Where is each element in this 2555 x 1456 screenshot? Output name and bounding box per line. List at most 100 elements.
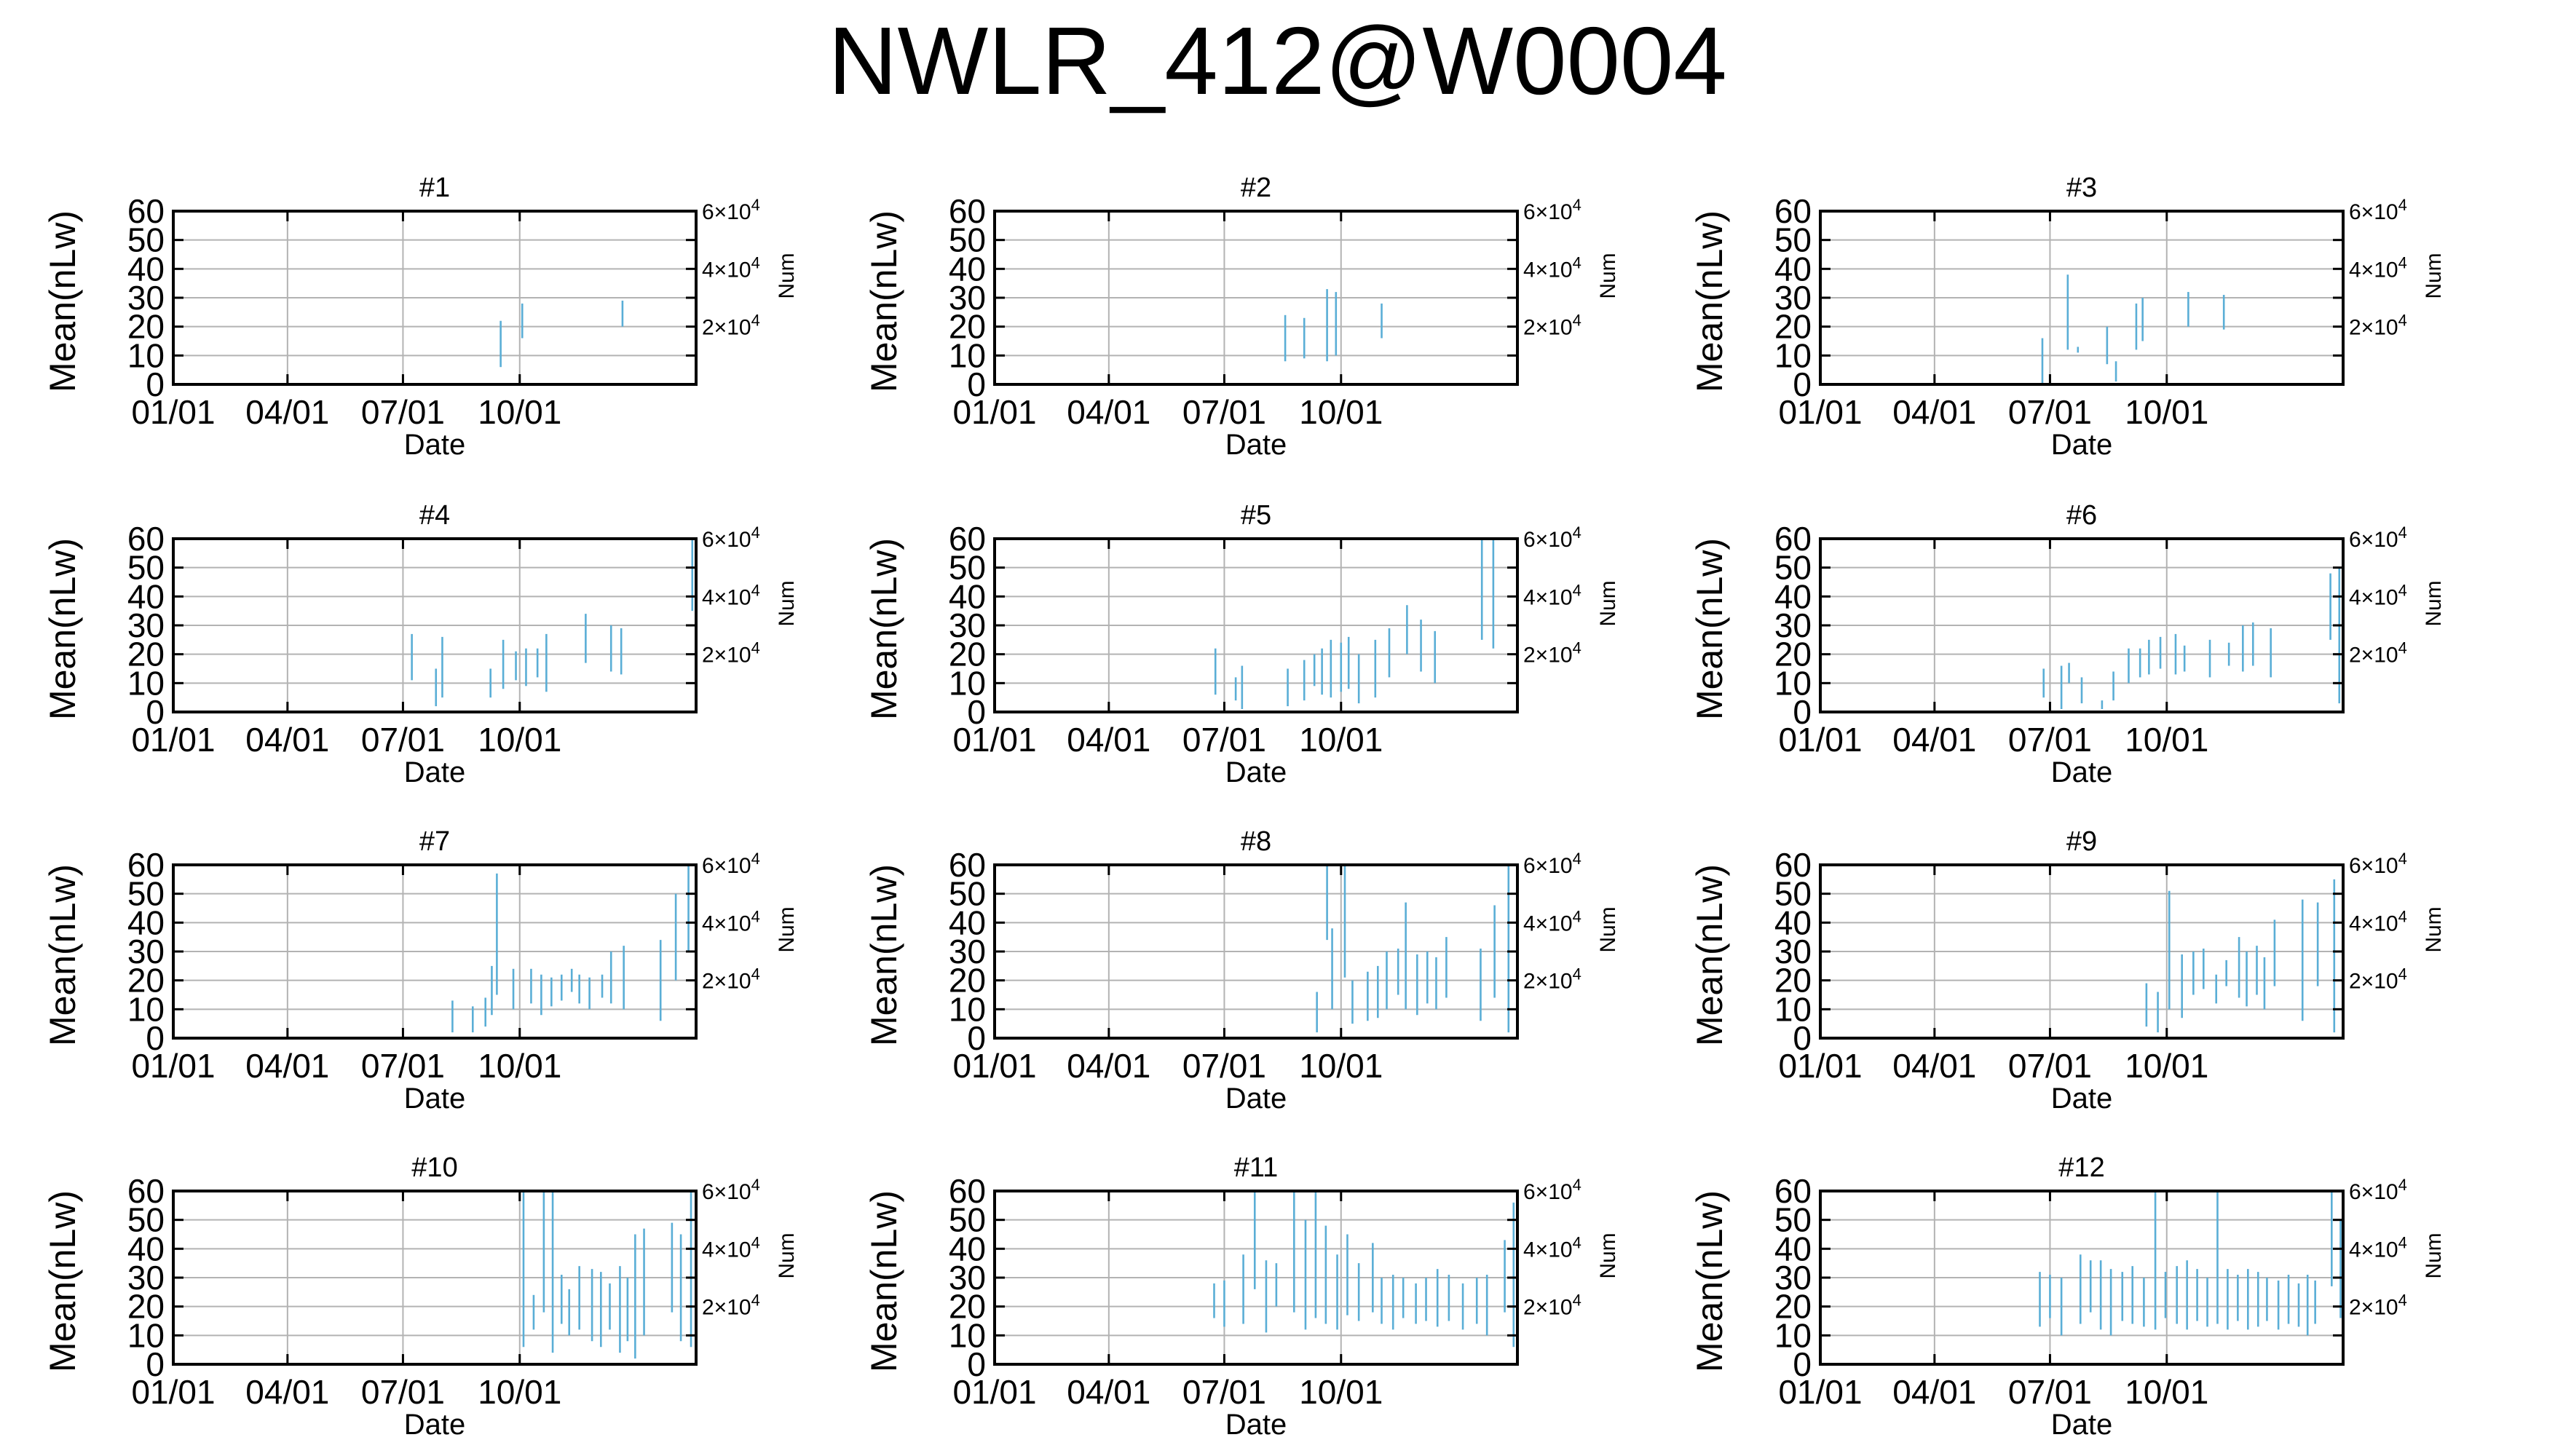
x-tick-label: 01/01 xyxy=(131,721,215,759)
y2-tick-label: 4×104 xyxy=(1523,907,1581,935)
x-tick-label: 10/01 xyxy=(1299,1373,1383,1411)
x-tick-label: 10/01 xyxy=(478,1373,561,1411)
y2-tick-label: 4×104 xyxy=(2349,907,2407,935)
x-tick-label: 01/01 xyxy=(952,1373,1036,1411)
panel-title: #7 xyxy=(419,826,450,857)
y2-axis-label: Num xyxy=(775,1233,799,1278)
y-tick-label: 20 xyxy=(1774,308,1812,346)
x-tick-label: 01/01 xyxy=(1778,393,1862,431)
x-tick-label: 10/01 xyxy=(478,1047,561,1085)
y2-tick-label: 4×104 xyxy=(702,581,760,609)
y2-axis-label: Num xyxy=(2422,580,2446,626)
x-tick-label: 10/01 xyxy=(1299,393,1383,431)
y-tick-label: 0 xyxy=(967,365,986,403)
y-tick-label: 60 xyxy=(127,520,165,558)
y-tick-label: 50 xyxy=(1774,549,1812,587)
y-tick-label: 10 xyxy=(1774,664,1812,702)
x-tick-label: 01/01 xyxy=(1778,1373,1862,1411)
x-tick-label: 10/01 xyxy=(478,721,561,759)
y-axis-label: Mean(nLw) xyxy=(42,864,83,1046)
y-tick-label: 40 xyxy=(1774,1230,1812,1267)
x-tick-label: 01/01 xyxy=(131,393,215,431)
y2-tick-label: 6×104 xyxy=(2349,1176,2407,1204)
y-tick-label: 50 xyxy=(949,221,986,259)
y2-tick-label: 2×104 xyxy=(2349,312,2407,340)
y2-axis-label: Num xyxy=(775,906,799,952)
y2-axis-label: Num xyxy=(2422,253,2446,298)
panel-title: #12 xyxy=(2058,1152,2104,1183)
x-tick-label: 01/01 xyxy=(1778,721,1862,759)
x-axis-label: Date xyxy=(404,1409,466,1441)
x-axis-label: Date xyxy=(2051,1083,2113,1115)
x-tick-label: 07/01 xyxy=(2008,721,2092,759)
y-tick-label: 30 xyxy=(949,279,986,317)
y2-axis-label: Num xyxy=(1596,253,1620,298)
x-tick-label: 04/01 xyxy=(1067,1373,1150,1411)
x-tick-label: 07/01 xyxy=(361,393,445,431)
panel-title: #2 xyxy=(1241,173,1271,203)
y-tick-label: 10 xyxy=(127,336,165,374)
y-tick-label: 0 xyxy=(1793,1345,1812,1383)
page-title: NWLR_412@W0004 xyxy=(828,7,1727,114)
x-tick-label: 04/01 xyxy=(245,1047,329,1085)
y-tick-label: 30 xyxy=(949,606,986,644)
y-tick-label: 60 xyxy=(127,192,165,230)
x-tick-label: 10/01 xyxy=(2125,1373,2208,1411)
y2-tick-label: 2×104 xyxy=(1523,965,1581,994)
y-tick-label: 0 xyxy=(146,1345,165,1383)
x-tick-label: 10/01 xyxy=(2125,721,2208,759)
y-tick-label: 40 xyxy=(127,250,165,288)
y-tick-label: 20 xyxy=(949,636,986,673)
y2-tick-label: 2×104 xyxy=(702,1291,760,1320)
y-axis-label: Mean(nLw) xyxy=(42,538,83,720)
y-tick-label: 40 xyxy=(1774,250,1812,288)
y-tick-label: 30 xyxy=(949,933,986,970)
y-tick-label: 10 xyxy=(949,990,986,1028)
y-axis-label: Mean(nLw) xyxy=(864,864,904,1046)
y-tick-label: 50 xyxy=(127,875,165,913)
y2-tick-label: 6×104 xyxy=(2349,850,2407,878)
y2-tick-label: 4×104 xyxy=(2349,581,2407,609)
x-tick-label: 10/01 xyxy=(2125,1047,2208,1085)
x-tick-label: 04/01 xyxy=(1892,1047,1976,1085)
y-tick-label: 40 xyxy=(949,1230,986,1267)
y-tick-label: 20 xyxy=(1774,636,1812,673)
y2-tick-label: 2×104 xyxy=(1523,1291,1581,1320)
y-tick-label: 20 xyxy=(1774,962,1812,1000)
y2-tick-label: 6×104 xyxy=(2349,196,2407,224)
x-axis-label: Date xyxy=(2051,1409,2113,1441)
x-tick-label: 04/01 xyxy=(245,721,329,759)
panel-title: #3 xyxy=(2066,173,2097,203)
y-tick-label: 60 xyxy=(1774,1172,1812,1210)
y2-axis-label: Num xyxy=(1596,1233,1620,1278)
x-tick-label: 07/01 xyxy=(2008,1047,2092,1085)
y2-tick-label: 4×104 xyxy=(1523,253,1581,282)
y-tick-label: 50 xyxy=(949,875,986,913)
x-tick-label: 10/01 xyxy=(2125,393,2208,431)
panel-title: #1 xyxy=(419,173,450,203)
y-axis-label: Mean(nLw) xyxy=(1689,1190,1730,1372)
panel-title: #9 xyxy=(2066,826,2097,857)
y-tick-label: 10 xyxy=(949,336,986,374)
x-tick-label: 04/01 xyxy=(1892,1373,1976,1411)
y2-tick-label: 6×104 xyxy=(702,196,760,224)
y-tick-label: 10 xyxy=(127,664,165,702)
y-tick-label: 30 xyxy=(1774,933,1812,970)
panel-title: #5 xyxy=(1241,500,1271,531)
y-tick-label: 20 xyxy=(949,1288,986,1326)
y2-tick-label: 2×104 xyxy=(702,312,760,340)
y2-tick-label: 2×104 xyxy=(2349,965,2407,994)
y-tick-label: 60 xyxy=(1774,846,1812,884)
y-tick-label: 60 xyxy=(1774,192,1812,230)
y2-tick-label: 4×104 xyxy=(1523,1233,1581,1262)
y-tick-label: 0 xyxy=(967,1345,986,1383)
x-axis-label: Date xyxy=(404,1083,466,1115)
